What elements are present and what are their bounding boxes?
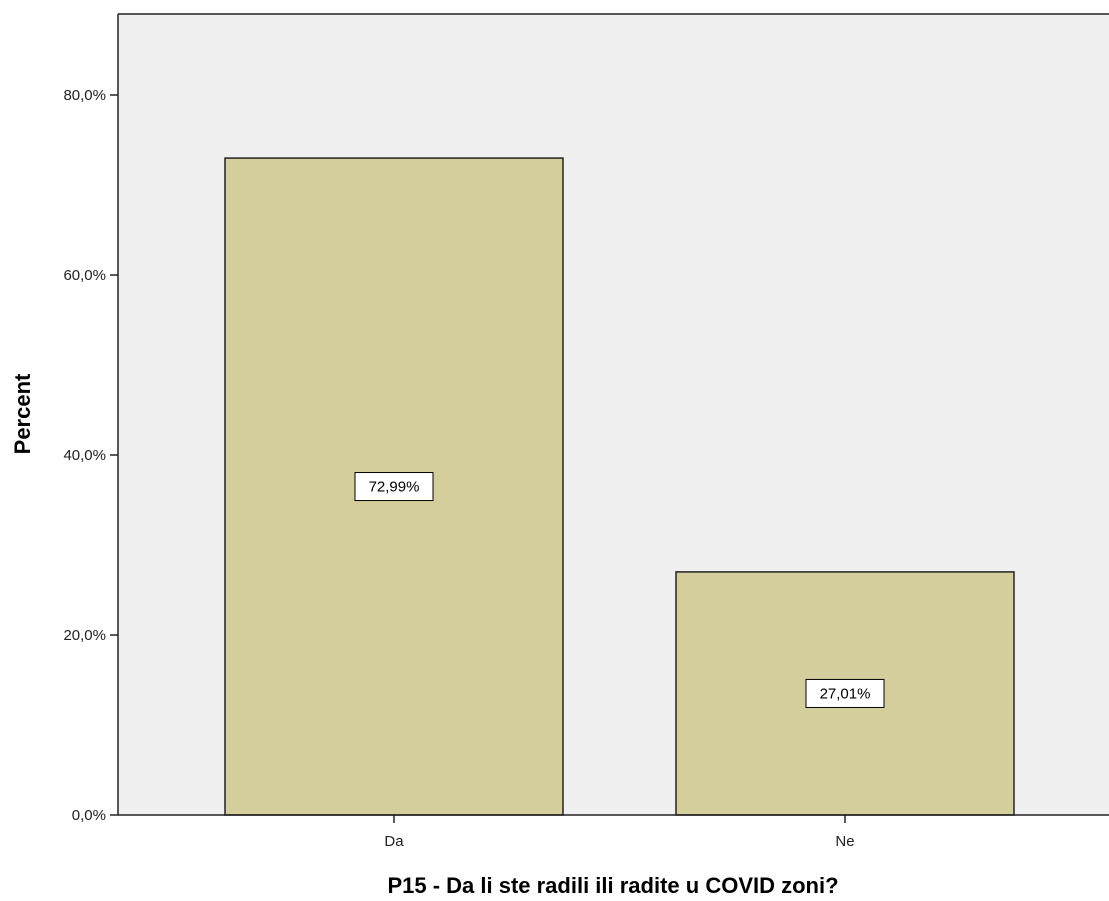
data-labels-group: 72,99% 27,01% — [354, 472, 885, 708]
x-axis-title: P15 - Da li ste radili ili radite u COVI… — [387, 873, 838, 898]
data-label-da: 72,99% — [369, 479, 420, 496]
x-tick-label-ne: Ne — [835, 833, 854, 850]
y-ticks-group: 0,0% 20,0% 40,0% 60,0% 80,0% — [63, 87, 118, 824]
x-tick-label-da: Da — [384, 833, 404, 850]
data-label-ne: 27,01% — [820, 685, 871, 702]
y-tick-label: 20,0% — [63, 627, 106, 644]
x-ticks-group: Da Ne — [384, 815, 855, 850]
y-tick-label: 0,0% — [72, 807, 106, 824]
y-axis-title: Percent — [10, 373, 35, 454]
data-label-box-da — [354, 472, 434, 502]
data-label-box-ne — [805, 678, 885, 708]
y-tick-label: 80,0% — [63, 87, 106, 104]
y-tick-label: 40,0% — [63, 447, 106, 464]
y-tick-label: 60,0% — [63, 267, 106, 284]
